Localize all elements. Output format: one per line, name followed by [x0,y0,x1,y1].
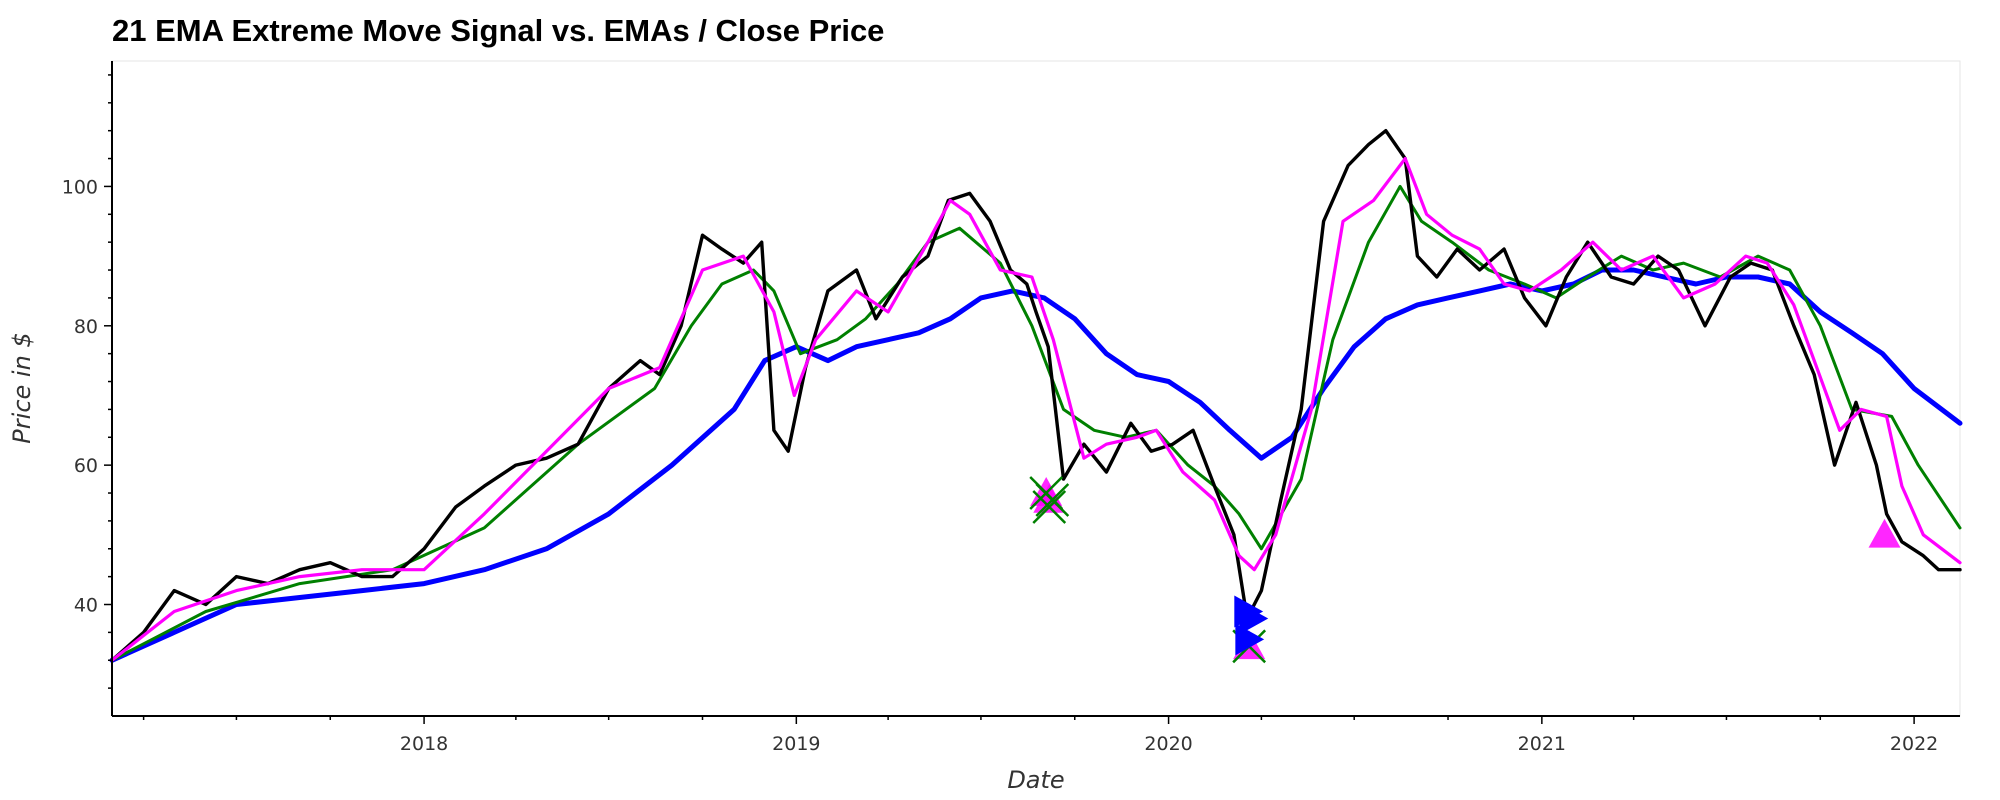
series-close-line [110,128,1962,662]
series-ema_slow-line [109,267,1963,663]
x-axis-label: Date [1007,766,1064,794]
signal-marker-triangle-right [1235,623,1265,656]
signal-marker-triangle-up [1868,518,1901,548]
y-axis-ticks: 40 60 80 100 [62,74,112,689]
x-tick-label: 2020 [1144,733,1192,755]
signal-marker-x [1032,490,1067,524]
x-tick-label: 2018 [400,733,448,755]
y-tick-label: 60 [74,455,98,477]
x-tick-label: 2021 [1518,733,1566,755]
y-tick-label: 100 [62,176,98,198]
signal-marker-triangle-right [1239,602,1269,635]
series-layer [109,128,1963,663]
signal-marker-x [1035,483,1070,517]
plot-frame [111,60,1961,717]
x-tick-label: 2022 [1890,733,1938,755]
x-tick-label: 2019 [772,733,820,755]
y-axis-label: Price in $ [8,332,36,443]
series-ema_mid-line [110,184,1962,662]
chart-title: 21 EMA Extreme Move Signal vs. EMAs / Cl… [112,13,884,48]
y-tick-label: 80 [74,316,98,338]
marker-layer [1029,476,1901,664]
x-axis-ticks: 2018 2019 2020 2021 2022 [142,716,1938,755]
y-tick-label: 40 [74,595,98,617]
series-ema_fast-line [110,157,1962,662]
